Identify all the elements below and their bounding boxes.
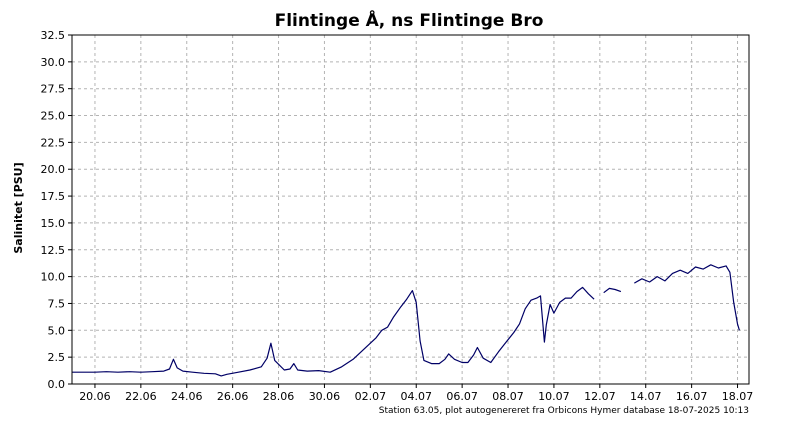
series-lines (72, 264, 740, 377)
y-tick-label: 17.5 (41, 190, 66, 203)
x-tick-label: 16.07 (676, 390, 708, 403)
x-tick-label: 06.07 (446, 390, 478, 403)
x-tick-label: 10.07 (538, 390, 570, 403)
y-tick-label: 2.5 (48, 351, 66, 364)
x-tick-label: 14.07 (630, 390, 662, 403)
y-tick-label: 12.5 (41, 244, 66, 257)
grid-lines (72, 35, 749, 384)
y-tick-label: 20.0 (41, 163, 66, 176)
y-tick-label: 22.5 (41, 136, 66, 149)
x-tick-label: 04.07 (400, 390, 432, 403)
y-tick-label: 7.5 (48, 297, 66, 310)
footer-note: Station 63.05, plot autogenereret fra Or… (379, 406, 749, 416)
x-tick-label: 02.07 (355, 390, 387, 403)
y-tick-label: 0.0 (48, 378, 66, 391)
x-tick-label: 26.06 (217, 390, 249, 403)
x-tick-label: 28.06 (263, 390, 295, 403)
y-tick-label: 27.5 (41, 83, 66, 96)
y-axis-label: Salinitet [PSU] (12, 162, 25, 253)
y-tick-label: 5.0 (48, 324, 66, 337)
y-tick-label: 30.0 (41, 56, 66, 69)
x-tick-label: 24.06 (171, 390, 203, 403)
x-tick-label: 30.06 (309, 390, 341, 403)
y-tick-label: 15.0 (41, 217, 66, 230)
x-tick-label: 12.07 (584, 390, 616, 403)
x-tick-label: 22.06 (125, 390, 157, 403)
chart-title: Flintinge Å, ns Flintinge Bro (275, 8, 544, 31)
x-tick-label: 08.07 (492, 390, 524, 403)
salinity-series-line (72, 286, 595, 377)
x-tick-label: 18.07 (722, 390, 754, 403)
salinity-series-line (634, 264, 740, 331)
y-tick-label: 25.0 (41, 110, 66, 123)
y-tick-label: 10.0 (41, 271, 66, 284)
axis-ticks: 0.0 2.5 5.0 7.5 10.0 12.5 15.0 17.5 20.0 22.5 25.0… (41, 29, 754, 403)
plot-area-border (71, 34, 750, 385)
x-tick-label: 20.06 (79, 390, 111, 403)
y-tick-label: 32.5 (41, 29, 66, 42)
salinity-series-line (603, 287, 622, 294)
